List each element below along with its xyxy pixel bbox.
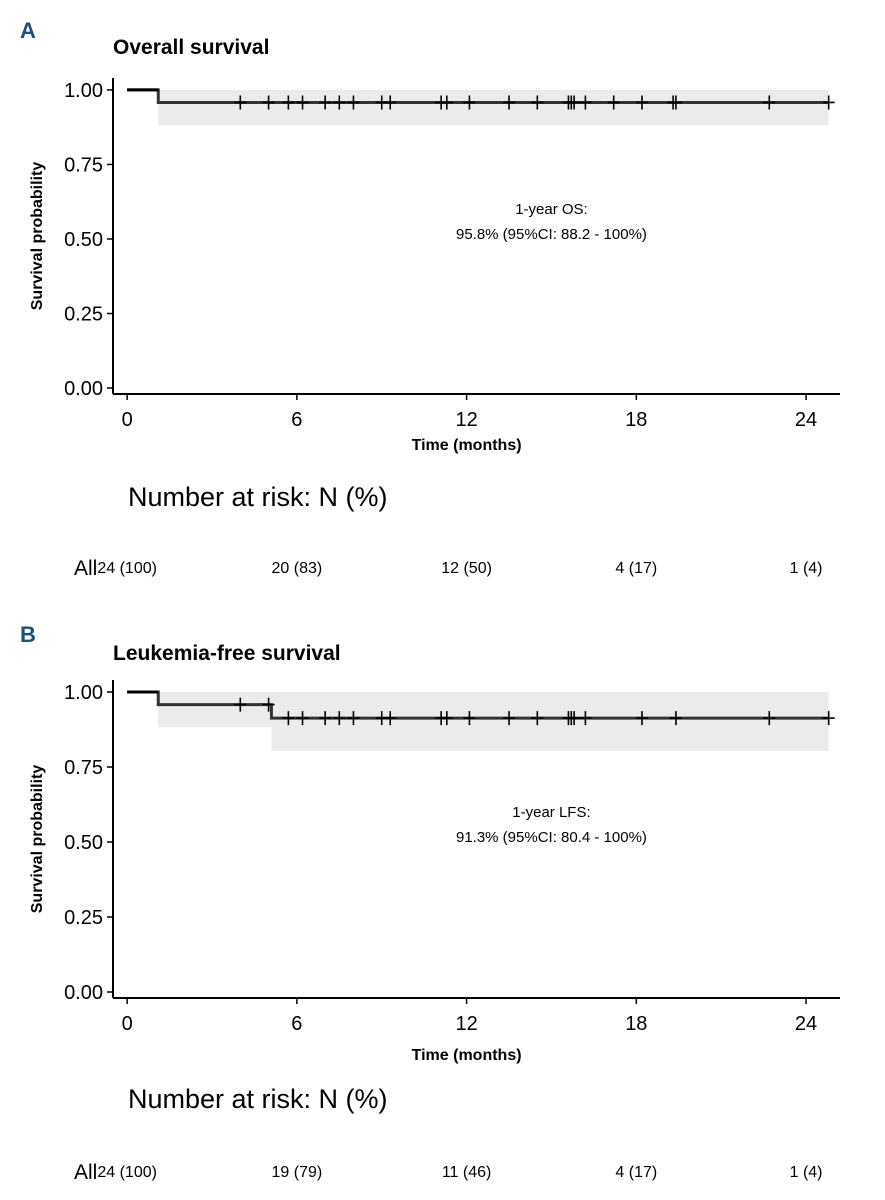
os-censor-mark: [568, 95, 581, 110]
os-censor-mark: [463, 95, 476, 110]
os-x-tick-label: 18: [625, 409, 647, 431]
lfs-y-tick-label: 0.75: [64, 757, 103, 779]
os-censor-mark: [347, 95, 360, 110]
lfs-censor-mark: [503, 711, 516, 726]
os-censor-mark: [763, 95, 776, 110]
lfs-risk-value: 1 (4): [790, 1164, 823, 1181]
lfs-x-tick-label: 0: [122, 1013, 133, 1035]
os-risk-row-label: All: [74, 557, 97, 580]
lfs-censor-mark: [384, 711, 397, 726]
lfs-censor-mark: [262, 697, 275, 712]
os-x-tick-label: 6: [291, 409, 302, 431]
lfs-censor-mark: [531, 711, 544, 726]
lfs-censor-mark: [234, 697, 247, 712]
lfs-chart-title: Leukemia-free survival: [113, 642, 341, 665]
os-censor-mark: [503, 95, 516, 110]
panel-label-b: B: [20, 622, 36, 647]
lfs-y-axis-label: Survival probability: [29, 765, 46, 914]
os-risk-value: 20 (83): [272, 560, 323, 577]
lfs-x-tick-label: 12: [455, 1013, 477, 1035]
lfs-y-tick-label: 1.00: [64, 682, 103, 704]
os-x-tick-label: 0: [122, 409, 133, 431]
os-annotation-line-1: 1-year OS:: [515, 201, 588, 218]
lfs-annotation-line-2: 91.3% (95%CI: 80.4 - 100%): [456, 829, 647, 846]
os-risk-value: 1 (4): [790, 560, 823, 577]
os-y-tick-label: 0.75: [64, 154, 103, 176]
lfs-y-tick-label: 0.50: [64, 832, 103, 854]
os-censor-mark: [579, 95, 592, 110]
os-ci-band-0: [158, 89, 829, 126]
os-y-tick-label: 1.00: [64, 80, 103, 102]
lfs-ci-band-0: [158, 692, 272, 728]
os-y-tick-label: 0.25: [64, 304, 103, 326]
os-chart-title: Overall survival: [113, 36, 269, 59]
lfs-censor-mark: [822, 711, 835, 726]
lfs-censor-mark: [319, 711, 332, 726]
lfs-risk-value: 24 (100): [97, 1164, 157, 1181]
os-x-tick-label: 24: [795, 409, 817, 431]
os-risk-value: 12 (50): [441, 560, 492, 577]
lfs-censor-mark: [282, 711, 295, 726]
os-y-tick-label: 0.00: [64, 378, 103, 400]
lfs-risk-value: 19 (79): [272, 1164, 323, 1181]
os-x-axis-label: Time (months): [412, 437, 522, 454]
lfs-ci-band-1: [271, 692, 829, 751]
lfs-x-axis-label: Time (months): [412, 1047, 522, 1064]
lfs-censor-mark: [347, 711, 360, 726]
lfs-risk-table-title: Number at risk: N (%): [128, 1084, 388, 1114]
os-censor-mark: [319, 95, 332, 110]
os-censor-mark: [822, 95, 835, 110]
os-censor-mark: [234, 95, 247, 110]
os-censor-mark: [384, 95, 397, 110]
os-risk-value: 24 (100): [97, 560, 157, 577]
os-x-tick-label: 12: [455, 409, 477, 431]
lfs-censor-mark: [333, 711, 346, 726]
os-censor-mark: [669, 95, 682, 110]
lfs-risk-value: 11 (46): [442, 1164, 492, 1181]
os-risk-table-title: Number at risk: N (%): [128, 482, 388, 512]
lfs-censor-mark: [669, 711, 682, 726]
os-censor-mark: [635, 95, 648, 110]
lfs-x-tick-label: 6: [291, 1013, 302, 1035]
os-censor-mark: [262, 95, 275, 110]
lfs-censor-mark: [440, 711, 453, 726]
os-y-tick-label: 0.50: [64, 229, 103, 251]
lfs-annotation-line-1: 1-year LFS:: [512, 804, 590, 821]
lfs-risk-value: 4 (17): [615, 1164, 657, 1181]
lfs-censor-mark: [579, 711, 592, 726]
lfs-censor-mark: [296, 711, 309, 726]
lfs-censor-mark: [568, 711, 581, 726]
os-censor-mark: [282, 95, 295, 110]
lfs-censor-mark: [463, 711, 476, 726]
lfs-risk-row-label: All: [74, 1161, 97, 1184]
lfs-y-tick-label: 0.00: [64, 982, 103, 1004]
os-censor-mark: [333, 95, 346, 110]
os-censor-mark: [531, 95, 544, 110]
os-censor-mark: [440, 95, 453, 110]
lfs-x-tick-label: 24: [795, 1013, 817, 1035]
lfs-x-tick-label: 18: [625, 1013, 647, 1035]
panel-label-a: A: [20, 18, 36, 43]
lfs-censor-mark: [763, 711, 776, 726]
os-annotation-line-2: 95.8% (95%CI: 88.2 - 100%): [456, 226, 647, 243]
lfs-censor-mark: [635, 711, 648, 726]
os-risk-value: 4 (17): [615, 560, 657, 577]
os-censor-mark: [296, 95, 309, 110]
os-censor-mark: [607, 95, 620, 110]
lfs-y-tick-label: 0.25: [64, 907, 103, 929]
os-y-axis-label: Survival probability: [29, 162, 46, 311]
